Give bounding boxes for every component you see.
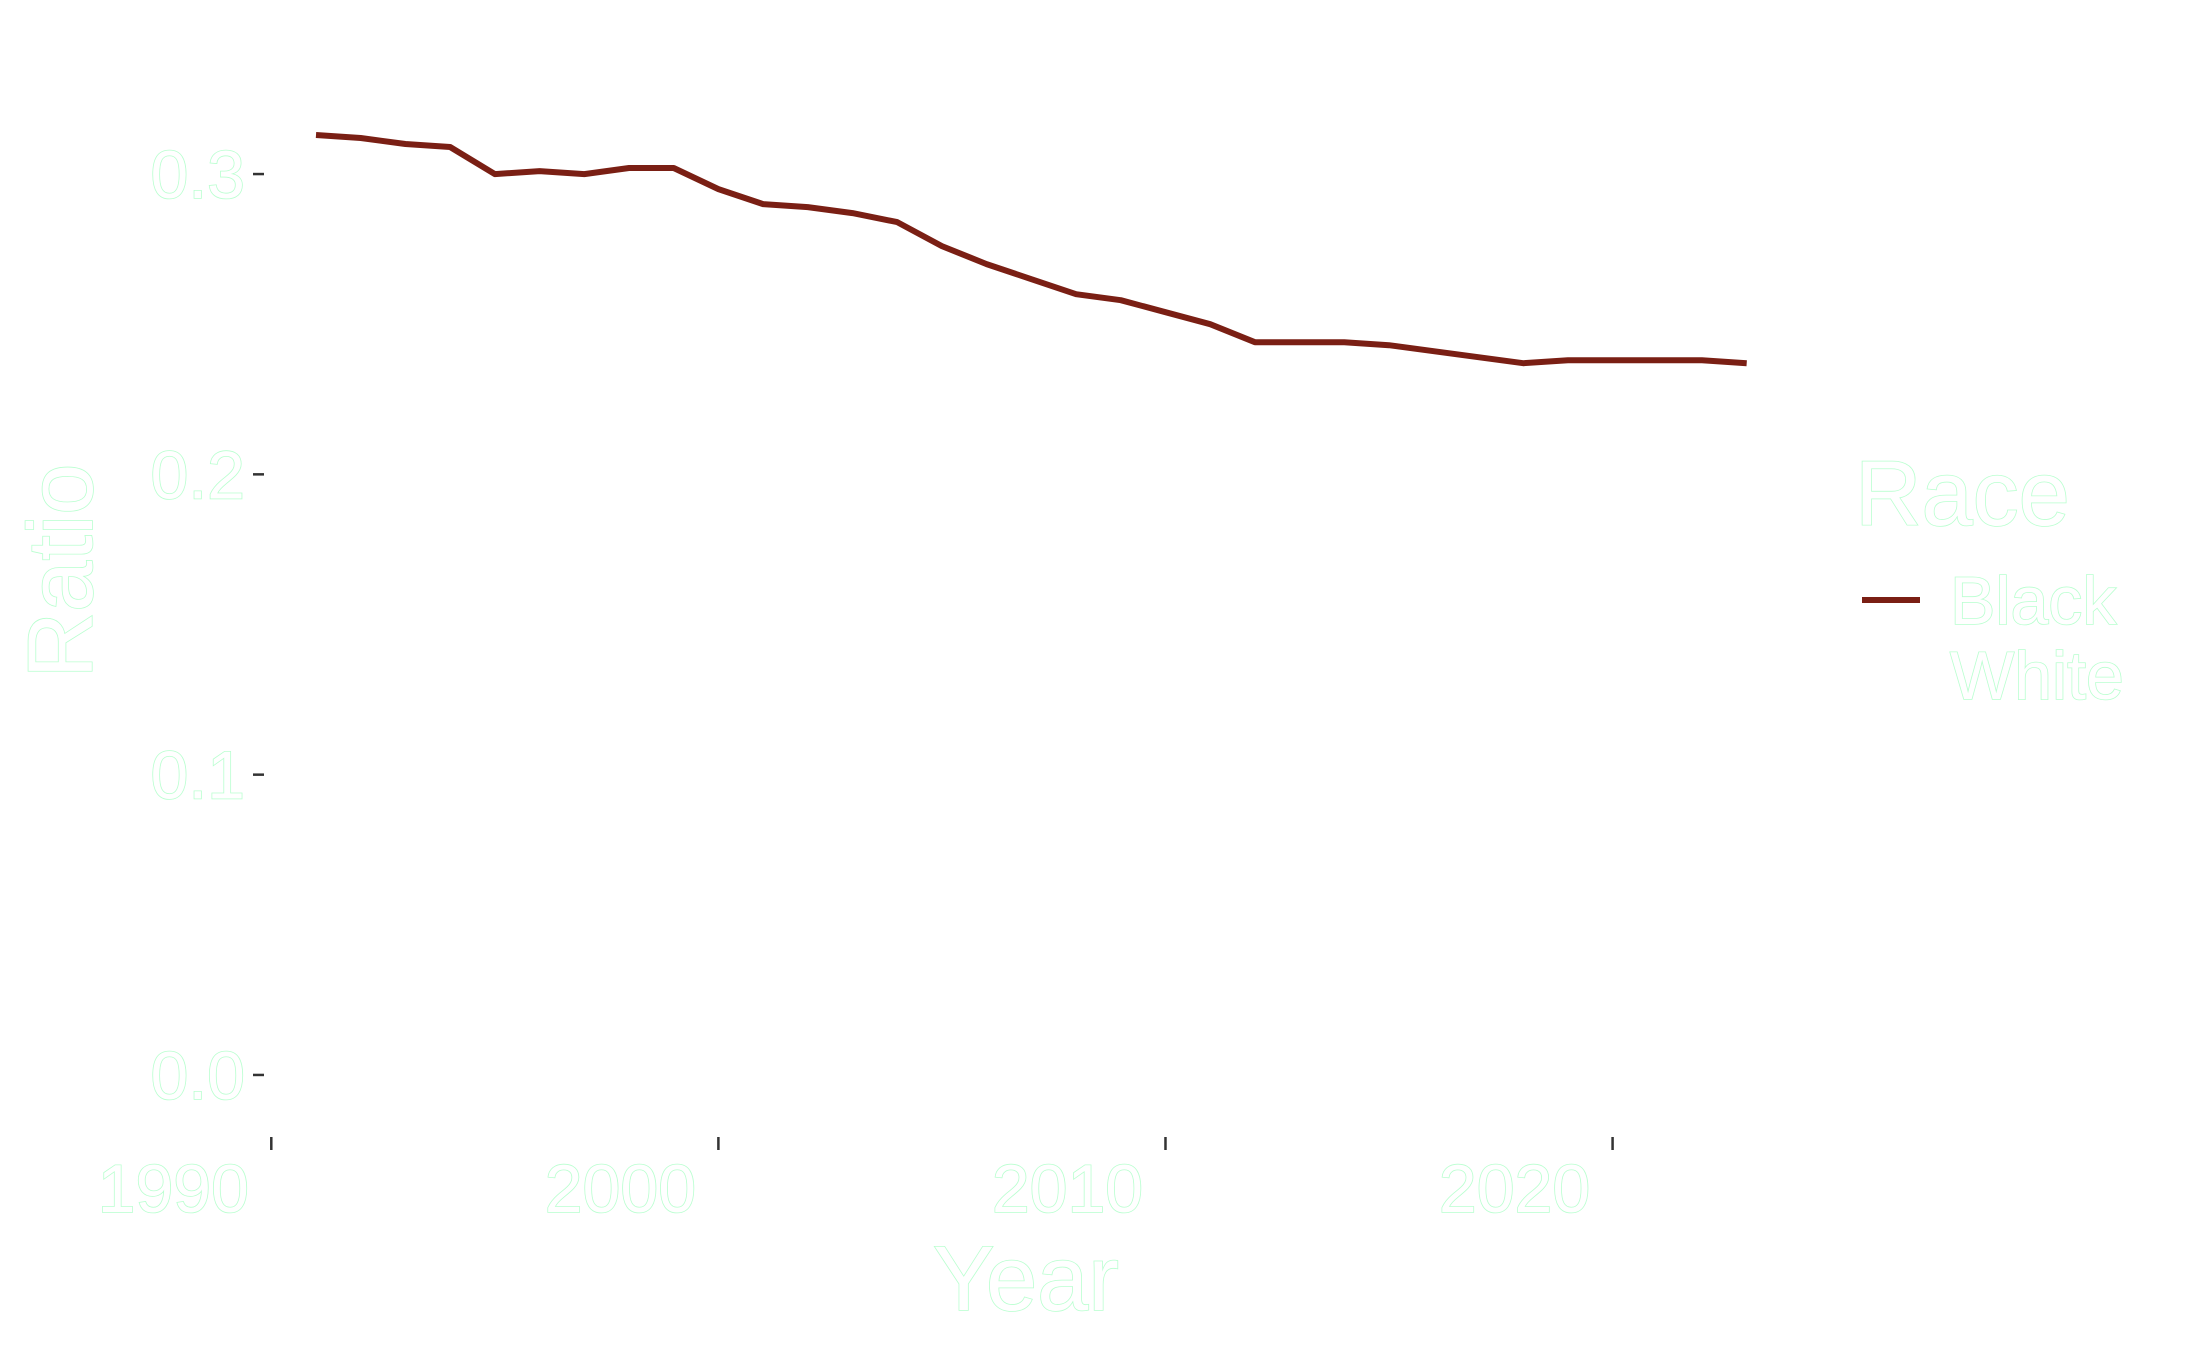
x-tick-label: 2010 <box>992 1151 1143 1227</box>
y-tick-label: 0.0 <box>150 1038 245 1114</box>
plot-series <box>315 132 1747 367</box>
y-tick-label: 0.3 <box>150 137 245 213</box>
x-tick-label: 1990 <box>98 1151 249 1227</box>
y-axis: 0.0 0.1 0.2 0.3 <box>150 136 264 1115</box>
y-tick-label: 0.2 <box>150 437 245 513</box>
legend-title: Race <box>1855 443 2070 545</box>
x-tick-label: 2020 <box>1439 1151 1590 1227</box>
y-tick-label: 0.1 <box>150 738 245 814</box>
y-axis-title: Ratio <box>10 464 112 679</box>
legend-label-white: White <box>1950 638 2124 714</box>
x-axis-title: Year <box>933 1228 1119 1330</box>
x-axis: 1990 2000 2010 2020 <box>97 1137 1614 1228</box>
legend-label-black: Black <box>1950 563 2117 639</box>
x-tick-label: 2000 <box>545 1151 696 1227</box>
series-line-black <box>315 132 1747 367</box>
